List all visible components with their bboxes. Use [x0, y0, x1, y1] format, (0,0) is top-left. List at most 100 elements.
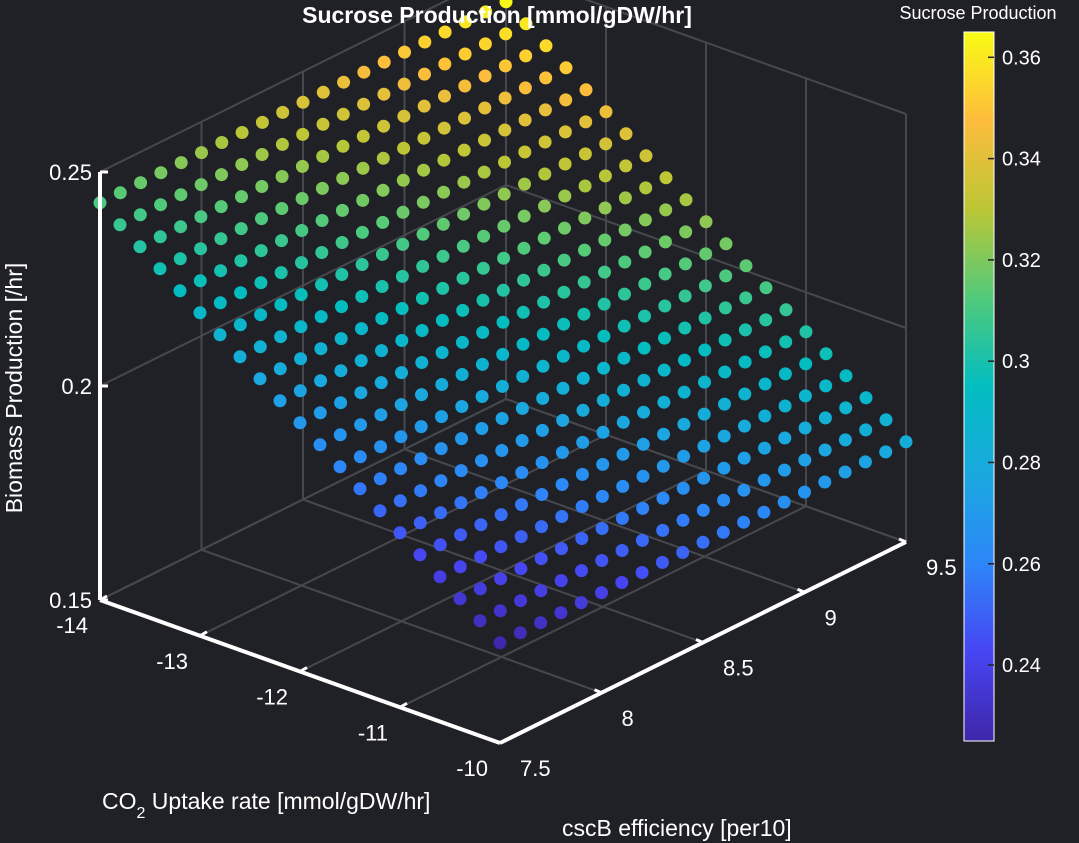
- data-point: [377, 119, 391, 133]
- data-point: [739, 259, 753, 273]
- data-point: [617, 351, 631, 365]
- data-point: [598, 169, 612, 183]
- data-point: [373, 472, 387, 486]
- data-point: [579, 83, 593, 97]
- data-point: [475, 357, 489, 371]
- colorbar-tick-label: 0.28: [1002, 452, 1041, 474]
- data-points: [93, 0, 913, 650]
- y-tick: [796, 587, 806, 594]
- data-point: [274, 298, 288, 312]
- data-point: [899, 435, 913, 449]
- data-point: [597, 297, 611, 311]
- data-point: [698, 279, 712, 293]
- data-point: [296, 127, 310, 141]
- data-point: [616, 447, 630, 461]
- data-point: [375, 344, 388, 358]
- x-tick-label: -12: [256, 685, 288, 710]
- data-point: [416, 259, 430, 273]
- data-point: [719, 269, 733, 283]
- data-point: [858, 455, 872, 469]
- data-point: [676, 481, 690, 495]
- z-tick-label: 0.25: [49, 160, 92, 185]
- data-point: [779, 303, 793, 317]
- z-tick-label: 0.15: [49, 588, 92, 613]
- data-point: [293, 384, 307, 398]
- data-point: [538, 199, 551, 213]
- data-point: [173, 252, 187, 266]
- data-point: [697, 407, 711, 421]
- data-point: [757, 473, 771, 487]
- data-point: [394, 430, 408, 444]
- data-point: [598, 201, 612, 215]
- data-point: [235, 126, 249, 139]
- data-point: [174, 220, 188, 234]
- data-point: [395, 302, 409, 315]
- data-point: [554, 574, 568, 588]
- data-point: [395, 269, 409, 283]
- data-point: [294, 288, 308, 302]
- x-tick: [199, 630, 208, 638]
- data-point: [577, 275, 591, 289]
- data-point: [397, 141, 411, 155]
- data-point: [539, 39, 553, 53]
- data-point: [336, 171, 350, 185]
- x-tick-label: -11: [358, 720, 388, 745]
- data-point: [415, 388, 428, 402]
- data-point: [535, 488, 549, 501]
- data-point: [194, 178, 208, 192]
- data-point: [478, 101, 492, 115]
- data-point: [555, 542, 568, 556]
- data-point: [537, 231, 551, 245]
- data-point: [737, 515, 751, 529]
- data-point: [658, 267, 672, 281]
- data-point: [598, 233, 612, 247]
- data-point: [678, 257, 692, 271]
- data-point: [538, 135, 552, 149]
- data-point: [517, 209, 531, 223]
- data-point: [354, 386, 368, 400]
- data-point: [314, 374, 328, 388]
- data-point: [475, 390, 489, 403]
- data-point: [394, 462, 408, 476]
- data-point: [656, 491, 670, 505]
- data-point: [193, 274, 207, 288]
- data-point: [498, 155, 511, 169]
- data-point: [559, 93, 573, 107]
- data-point: [434, 474, 448, 488]
- data-point: [493, 604, 507, 618]
- data-point: [777, 495, 791, 509]
- data-point: [434, 442, 448, 456]
- data-point: [515, 466, 529, 479]
- data-point: [616, 415, 630, 429]
- data-point: [554, 606, 568, 620]
- data-point: [578, 147, 592, 161]
- data-point: [497, 187, 511, 201]
- data-point: [335, 236, 349, 249]
- data-point: [615, 544, 629, 557]
- data-point: [436, 249, 450, 263]
- data-point: [417, 99, 431, 113]
- data-point: [194, 242, 208, 256]
- data-point: [738, 323, 752, 337]
- data-point: [233, 350, 247, 364]
- colorbar-tick-label: 0.24: [1002, 655, 1041, 677]
- data-point: [575, 500, 589, 513]
- data-point: [615, 511, 629, 525]
- data-point: [718, 365, 732, 379]
- data-point: [355, 322, 368, 336]
- data-point: [575, 564, 588, 578]
- data-point: [595, 522, 609, 535]
- grid-line-y: [404, 448, 805, 594]
- data-point: [437, 121, 451, 135]
- data-point: [677, 417, 691, 431]
- data-point: [296, 95, 310, 109]
- data-point: [474, 518, 488, 532]
- data-point: [535, 423, 549, 437]
- data-point: [778, 399, 792, 413]
- data-point: [738, 419, 751, 433]
- data-point: [514, 530, 528, 544]
- data-point: [499, 27, 513, 41]
- data-point: [616, 479, 630, 493]
- data-point: [355, 290, 369, 303]
- data-point: [757, 505, 771, 519]
